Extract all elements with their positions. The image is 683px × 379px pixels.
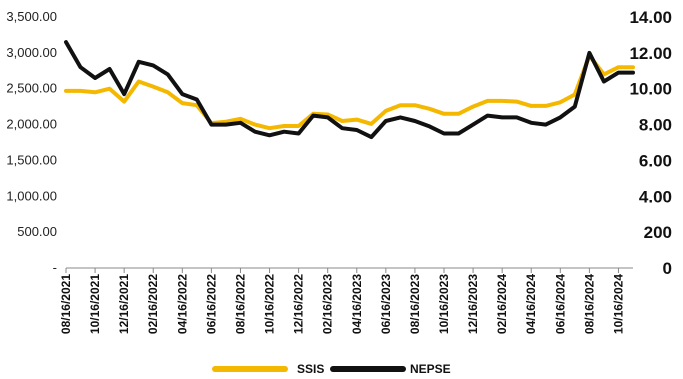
x-axis-tick-label: 10/16/2023	[437, 274, 451, 334]
left-axis-tick-label: -	[53, 260, 57, 275]
x-axis-tick-label: 12/16/2021	[117, 274, 131, 334]
x-axis-tick-label: 08/16/2024	[582, 274, 596, 334]
right-axis-tick-labels: 14.00 12.00 10.00 8.00 6.00 4.00 200 0	[629, 8, 672, 278]
left-axis-tick-label: 3,000.00	[6, 45, 57, 60]
left-axis-tick-label: 2,000.00	[6, 117, 57, 132]
legend: SSIS NEPSE	[212, 362, 451, 376]
x-axis-tick-label: 08/16/2022	[233, 274, 247, 334]
series-line-ssis	[64, 53, 635, 131]
x-axis-tick-label: 08/16/2023	[408, 274, 422, 334]
x-axis-tick-label: 12/16/2023	[466, 274, 480, 334]
right-axis-tick-label: 14.00	[629, 8, 672, 27]
right-axis-tick-label: 10.00	[629, 80, 672, 99]
right-axis-tick-label: 8.00	[639, 116, 672, 135]
legend-label-nepse: NEPSE	[410, 362, 451, 376]
series-lines	[64, 40, 635, 140]
right-axis-tick-label: 6.00	[639, 151, 672, 170]
left-axis-tick-label: 2,500.00	[6, 81, 57, 96]
x-axis-tick-label: 08/16/2021	[59, 274, 73, 334]
x-axis-tick-label: 12/16/2022	[292, 274, 306, 334]
right-axis-tick-label: 4.00	[639, 187, 672, 206]
left-axis-tick-label: 1,000.00	[6, 188, 57, 203]
x-axis-tick-label: 04/16/2023	[350, 274, 364, 334]
left-axis-tick-labels: 3,500.00 3,000.00 2,500.00 2,000.00 1,500.00…	[6, 9, 57, 275]
x-axis-tick-label: 02/16/2023	[321, 274, 335, 334]
left-axis-tick-label: 3,500.00	[6, 9, 57, 24]
left-axis-tick-label: 500.00	[17, 224, 57, 239]
right-axis-tick-label: 0	[663, 259, 672, 278]
x-axis-tick-label: 10/16/2024	[611, 274, 625, 334]
left-axis-tick-label: 1,500.00	[6, 152, 57, 167]
legend-label-ssis: SSIS	[297, 362, 324, 376]
right-axis-tick-label: 200	[644, 223, 672, 242]
x-axis-tick-label: 06/16/2023	[379, 274, 393, 334]
right-axis-tick-label: 12.00	[629, 44, 672, 63]
x-axis-tick-label: 06/16/2022	[204, 274, 218, 334]
x-axis-tick-label: 10/16/2021	[88, 274, 102, 334]
x-axis-tick-label: 10/16/2022	[263, 274, 277, 334]
x-axis-tick-label: 04/16/2024	[524, 274, 538, 334]
series-line-nepse	[64, 40, 635, 140]
x-axis-tick-label: 02/16/2024	[495, 274, 509, 334]
x-axis-tick-label: 06/16/2024	[553, 274, 567, 334]
x-axis-tick-label: 04/16/2022	[175, 274, 189, 334]
x-axis-tick-label: 02/16/2022	[146, 274, 160, 334]
x-axis-tick-labels: 08/16/2021 10/16/2021 12/16/2021 02/16/2022…	[59, 268, 625, 334]
